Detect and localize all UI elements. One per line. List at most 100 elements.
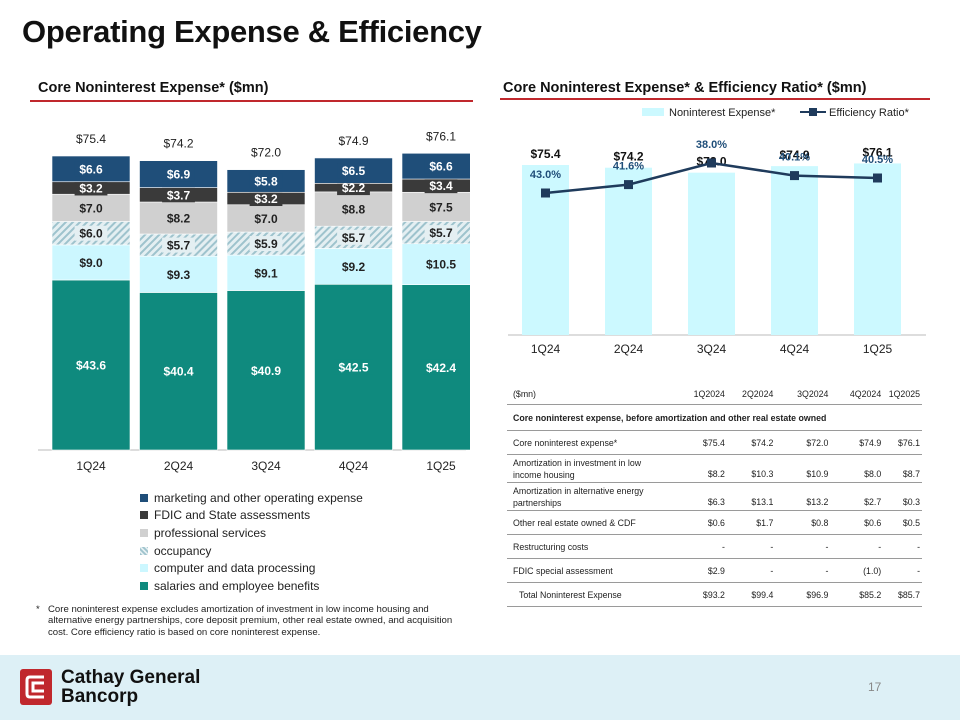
legend-label: Efficiency Ratio* — [829, 107, 910, 119]
table-cell: $93.2 — [702, 589, 725, 600]
x-tick-label: 4Q24 — [780, 342, 810, 356]
table-cell: $0.8 — [811, 517, 829, 528]
legend-label: FDIC and State assessments — [154, 508, 311, 523]
data-label: $9.2 — [342, 260, 366, 274]
table-row-label: Core noninterest expense* — [513, 437, 618, 448]
table-row: Amortization in investment in low income… — [507, 455, 922, 483]
table-cell: $99.4 — [751, 589, 774, 600]
legend-swatch — [140, 564, 148, 573]
table-cell: $6.3 — [707, 497, 725, 507]
bar — [605, 167, 652, 335]
data-label: $3.4 — [429, 179, 453, 193]
table-row-label: Total Noninterest Expense — [519, 589, 622, 600]
expense-table: ($mn) 1Q2024 2Q2024 3Q2024 4Q2024 1Q2025… — [507, 385, 922, 607]
x-tick-label: 1Q25 — [426, 459, 456, 473]
table-cell: $76.1 — [897, 437, 920, 448]
bar — [688, 172, 735, 335]
footnote-marker: * — [36, 604, 40, 615]
data-label-bg — [74, 180, 108, 196]
data-label: $6.0 — [79, 227, 103, 241]
total-label: $74.9 — [338, 134, 368, 148]
table-header: 1Q2025 — [888, 389, 920, 399]
table-row: Total Noninterest Expense $93.2 $99.4 $96.9… — [507, 583, 922, 607]
table-section-row: Core noninterest expense, before amortiz… — [507, 404, 922, 431]
data-label-bg — [74, 254, 108, 270]
data-label: $6.5 — [342, 164, 366, 178]
legend-swatch — [140, 493, 148, 502]
bar — [771, 166, 818, 335]
x-tick-label: 2Q24 — [164, 459, 194, 473]
data-label: $5.8 — [254, 174, 278, 188]
bar-value-label: $74.9 — [779, 148, 809, 162]
data-label-bg — [337, 201, 370, 217]
line-value-label: 40.1% — [779, 152, 810, 164]
data-label: $9.3 — [167, 268, 191, 282]
bar-value-label: $76.1 — [862, 145, 892, 159]
line-point — [790, 171, 799, 181]
left-chart-legend: marketing and other operating expense FDI… — [140, 489, 363, 595]
table-cell: $10.3 — [751, 469, 774, 479]
data-label-bg — [424, 158, 458, 174]
right-title-rule — [500, 98, 930, 100]
table-cell: $75.4 — [702, 437, 725, 448]
data-label-bg — [246, 362, 286, 378]
page-title: Operating Expense & Efficiency — [22, 14, 482, 49]
table-cell: $85.7 — [897, 589, 920, 600]
table-row-label: Other real estate owned & CDF — [513, 517, 636, 528]
legend-item: computer and data processing — [140, 559, 363, 577]
data-label: $8.8 — [342, 203, 366, 217]
table-cell: $0.6 — [864, 517, 882, 528]
data-label: $5.9 — [254, 237, 278, 251]
table-row: FDIC special assessment $2.9 - - (1.0) - — [507, 559, 922, 583]
data-label-bg — [158, 363, 199, 379]
logo-text-line2: Bancorp — [61, 686, 139, 707]
total-label: $72.0 — [251, 146, 281, 160]
table-cell: $1.7 — [756, 517, 774, 528]
data-label-bg — [74, 225, 108, 241]
data-label-bg — [249, 210, 283, 226]
data-label: $5.7 — [429, 226, 453, 240]
data-label: $3.2 — [79, 181, 103, 195]
data-label: $42.5 — [338, 361, 368, 375]
data-label-bg — [337, 180, 370, 196]
legend-marker — [809, 108, 817, 116]
table-cell: $0.3 — [902, 497, 920, 507]
line-value-label: 40.5% — [862, 154, 893, 166]
legend-swatch — [140, 581, 148, 590]
data-label: $8.2 — [167, 212, 191, 226]
table-cell: $8.0 — [864, 469, 882, 479]
legend-label: marketing and other operating expense — [154, 490, 363, 505]
data-label-bg — [424, 178, 458, 194]
left-title-rule — [30, 100, 473, 102]
data-label: $10.5 — [426, 258, 456, 272]
x-tick-label: 1Q25 — [863, 342, 893, 356]
x-tick-label: 1Q24 — [76, 459, 106, 473]
table-cell: - — [878, 541, 882, 552]
x-tick-label: 3Q24 — [697, 342, 727, 356]
x-tick-label: 1Q24 — [531, 342, 561, 356]
legend-item: professional services — [140, 524, 363, 542]
right-chart-title: Core Noninterest Expense* & Efficiency R… — [503, 80, 867, 96]
data-label-bg — [71, 357, 111, 373]
line-point — [624, 180, 633, 190]
data-label-bg — [74, 161, 108, 177]
table-cell: - — [917, 565, 920, 576]
table-row-label: Restructuring costs — [513, 541, 589, 552]
table-row-label: Amortization in alternative energy partn… — [513, 485, 644, 508]
table-section-label: Core noninterest expense, before amortiz… — [507, 404, 922, 431]
data-label-bg — [162, 266, 195, 282]
data-label-bg — [421, 359, 461, 375]
legend-label: salaries and employee benefits — [154, 578, 320, 593]
data-label: $42.4 — [426, 361, 456, 375]
table-cell: $13.2 — [806, 497, 829, 507]
table-cell: $8.2 — [707, 469, 725, 479]
table-header-row: ($mn) 1Q2024 2Q2024 3Q2024 4Q2024 1Q2025 — [507, 385, 922, 405]
table-cell: - — [722, 541, 725, 552]
table-row: Core noninterest expense* $75.4 $74.2 $72.0… — [507, 431, 922, 455]
left-chart-title: Core Noninterest Expense* ($mn) — [38, 80, 269, 96]
line-value-label: 43.0% — [530, 169, 561, 181]
data-label-bg — [249, 191, 283, 207]
bar-value-label: $75.4 — [530, 147, 560, 161]
legend-label: professional services — [154, 525, 267, 540]
table-cell: $10.9 — [806, 469, 829, 479]
